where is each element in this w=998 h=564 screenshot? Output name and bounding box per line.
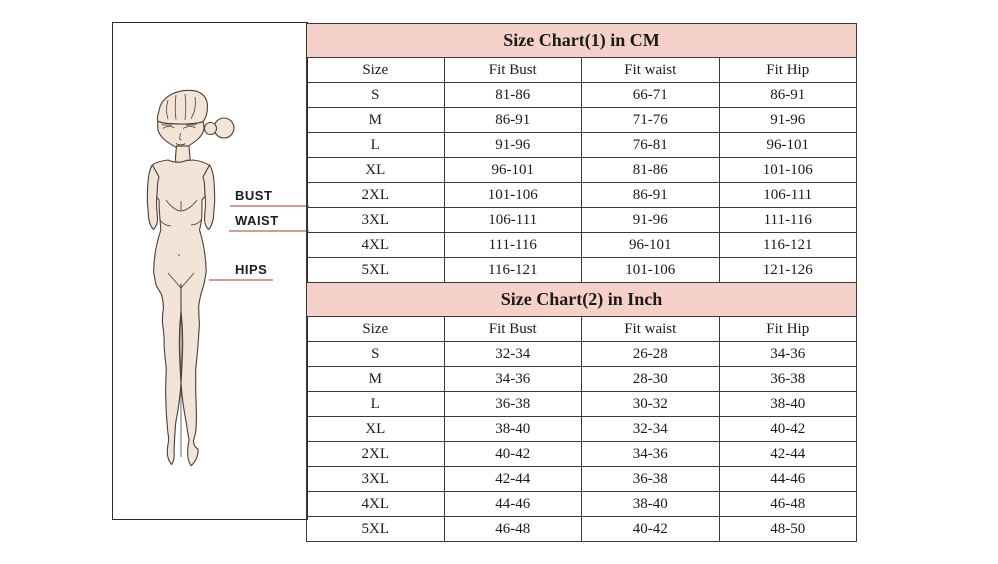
svg-text:HIPS: HIPS [235,262,267,277]
svg-text:WAIST: WAIST [235,213,279,228]
svg-text:BUST: BUST [235,188,272,203]
